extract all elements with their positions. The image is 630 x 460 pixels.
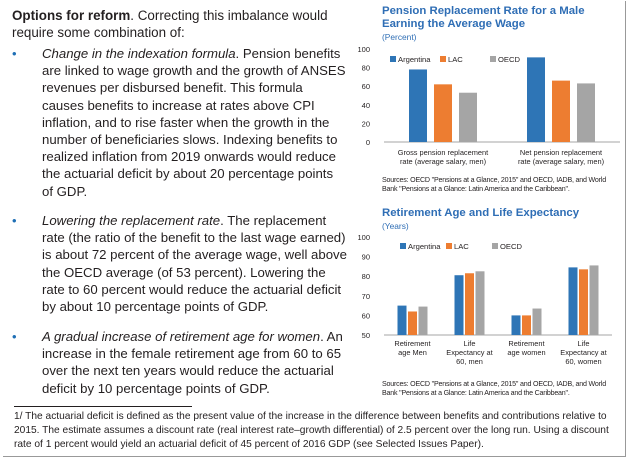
legend-swatch [440, 56, 446, 62]
bullet-heading: Change in the indexation formula [42, 46, 236, 61]
y-tick-label: 90 [362, 253, 370, 262]
lead-heading: Options for reform [12, 8, 131, 23]
bullet-icon: • [12, 46, 17, 61]
bar-oecd [475, 271, 485, 335]
bar-argentina [409, 69, 427, 142]
category-label: Gross pension replacement [398, 148, 488, 157]
legend-swatch [390, 56, 396, 62]
bar-oecd [589, 265, 599, 335]
y-tick-label: 100 [357, 233, 370, 242]
chart2-title: Retirement Age and Life Expectancy [382, 207, 580, 219]
bar-oecd [418, 306, 428, 335]
bar-argentina [454, 275, 464, 335]
y-tick-label: 70 [362, 292, 370, 301]
bullet-heading: A gradual increase of retirement age for… [42, 329, 321, 344]
bar-argentina [397, 305, 407, 335]
bar-argentina [568, 267, 578, 335]
category-label: rate (average salary, men) [400, 157, 486, 166]
category-label: age women [507, 348, 545, 357]
legend-label: Argentina [398, 55, 431, 64]
bar-lac [552, 80, 570, 142]
footnote-rule [14, 406, 192, 407]
legend-swatch [490, 56, 496, 62]
legend-label: OECD [498, 55, 520, 64]
replacement-rate-chart: 0 20 40 60 80 100 Argentina LAC OECD Gross pensio… [357, 45, 620, 166]
bullet-text: . An increase in the female retirement a… [42, 329, 343, 396]
footnote: 1/ The actuarial deficit is defined as t… [14, 411, 609, 451]
bar-argentina [527, 57, 545, 142]
bullet-text: . Pension benefits are linked to wage gr… [42, 46, 346, 199]
legend-label: Argentina [408, 242, 441, 251]
bar-lac [579, 269, 588, 335]
y-tick-label: 60 [362, 82, 370, 91]
bar-lac [522, 315, 531, 335]
y-tick-label: 40 [362, 101, 370, 110]
category-label: Life [578, 339, 590, 348]
category-label: Expectancy at [446, 348, 492, 357]
legend-label: LAC [448, 55, 463, 64]
chart2-subtitle: (Years) [382, 221, 409, 231]
bullet-icon: • [12, 329, 17, 344]
y-tick-label: 80 [362, 64, 370, 73]
bar-lac [465, 273, 474, 335]
legend-swatch [446, 243, 452, 249]
category-label: Expectancy at [560, 348, 606, 357]
category-label: 60, women [565, 357, 601, 366]
options-for-reform-paragraph: Options for reform. Correcting this imba… [12, 7, 342, 41]
category-label: Net pension replacement [520, 148, 602, 157]
y-tick-label: 0 [366, 138, 370, 147]
chart1-subtitle: (Percent) [382, 32, 417, 42]
page-frame [3, 1, 626, 457]
category-label: rate (average salary, men) [518, 157, 604, 166]
chart2-source: Sources: OECD "Pensions at a Glance, 201… [382, 380, 606, 397]
bullet-text: . The replacement rate (the ratio of the… [42, 213, 347, 315]
bar-lac [408, 311, 417, 335]
chart1-title: Pension Replacement Rate for a Male Earn… [382, 5, 585, 30]
category-label: Retirement [508, 339, 544, 348]
category-label: 60, men [456, 357, 483, 366]
bar-oecd [459, 92, 477, 142]
lead-text: . Correcting this imbalance would requir… [12, 8, 328, 40]
bar-oecd [532, 308, 542, 335]
bar-argentina [511, 315, 521, 335]
y-tick-label: 50 [362, 331, 370, 340]
legend-swatch [492, 243, 498, 249]
bullet-heading: Lowering the replacement rate [42, 213, 221, 228]
category-label: age Men [398, 348, 427, 357]
y-tick-label: 80 [362, 272, 370, 281]
category-label: Retirement [394, 339, 430, 348]
legend-label: LAC [454, 242, 469, 251]
y-tick-label: 20 [362, 119, 370, 128]
y-tick-label: 60 [362, 311, 370, 320]
chart1-source: Sources: OECD "Pensions at a Glance, 201… [382, 176, 606, 193]
category-label: Life [464, 339, 476, 348]
bar-lac [434, 84, 452, 142]
bar-oecd [577, 83, 595, 142]
legend-label: OECD [500, 242, 522, 251]
y-tick-label: 100 [357, 45, 370, 54]
legend-swatch [400, 243, 406, 249]
bullet-icon: • [12, 213, 17, 228]
